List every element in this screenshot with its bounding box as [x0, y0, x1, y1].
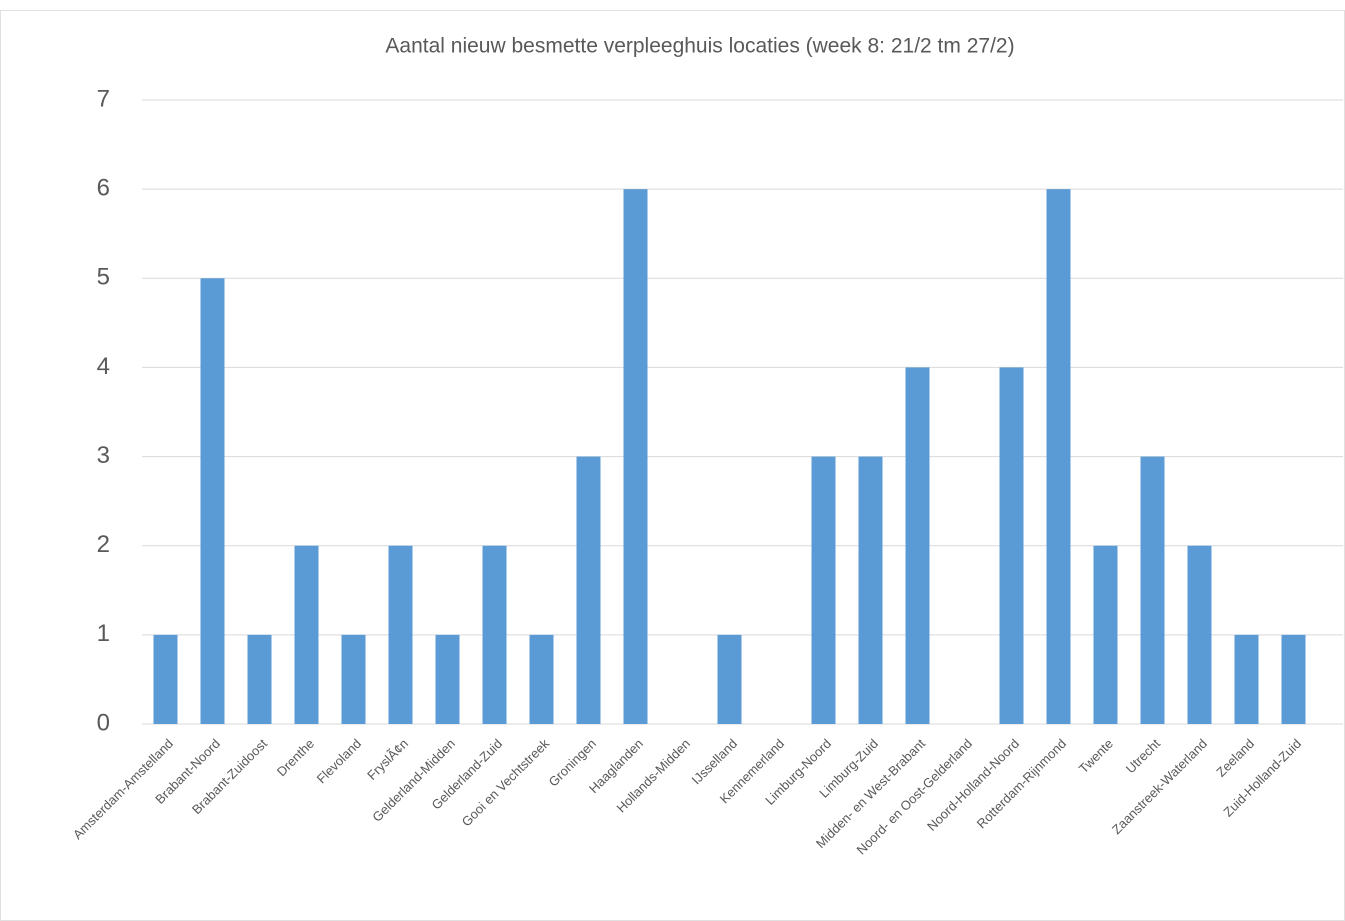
bar: [1187, 545, 1212, 724]
bar: [153, 634, 178, 724]
bar: [905, 367, 930, 724]
bar: [811, 456, 836, 724]
bar: [247, 634, 272, 724]
bar: [529, 634, 554, 724]
y-tick-label: 7: [97, 85, 110, 112]
y-tick-label: 2: [97, 531, 110, 558]
y-tick-label: 4: [97, 353, 110, 380]
bar: [341, 634, 366, 724]
y-tick-label: 5: [97, 264, 110, 291]
bar: [482, 545, 507, 724]
bar: [858, 456, 883, 724]
bar: [717, 634, 742, 724]
y-tick-label: 1: [97, 620, 110, 647]
bar: [576, 456, 601, 724]
y-tick-label: 3: [97, 442, 110, 469]
bar: [200, 278, 225, 724]
bar: [1140, 456, 1165, 724]
y-tick-label: 0: [97, 709, 110, 736]
chart-title: Aantal nieuw besmette verpleeghuis locat…: [385, 35, 1014, 58]
bar: [1234, 634, 1259, 724]
bar: [294, 545, 319, 724]
bar: [1281, 634, 1306, 724]
bar: [623, 189, 648, 725]
y-tick-label: 6: [97, 174, 110, 201]
bar: [435, 634, 460, 724]
bar: [1093, 545, 1118, 724]
bar: [388, 545, 413, 724]
bar: [999, 367, 1024, 724]
bar: [1046, 189, 1071, 725]
